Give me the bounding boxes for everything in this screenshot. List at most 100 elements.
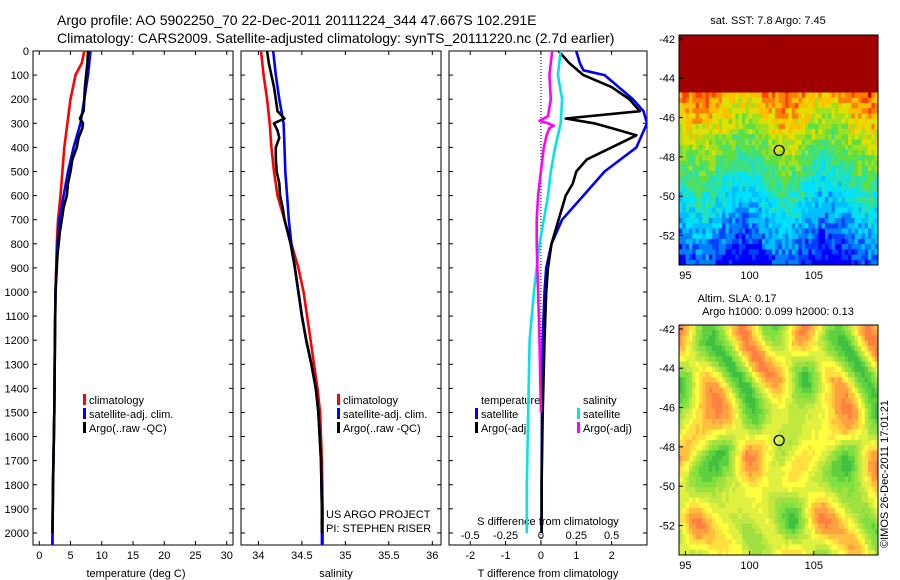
sst-map-cell <box>715 186 720 193</box>
sst-map-cell <box>844 254 849 261</box>
sst-map-cell <box>751 207 756 214</box>
sla-map-cell <box>682 429 687 436</box>
sst-map-cell <box>768 118 773 125</box>
sst-map-cell <box>758 35 763 41</box>
sst-map-cell <box>768 102 773 109</box>
sst-map-cell <box>805 233 809 240</box>
sst-map-cell <box>695 66 700 72</box>
sla-map-cell <box>801 382 806 389</box>
sst-map-cell <box>712 170 716 177</box>
sst-map-cell <box>728 191 733 198</box>
sst-map-cell <box>688 150 693 156</box>
sla-map-cell <box>748 361 753 368</box>
sst-map-cell <box>851 155 856 161</box>
sst-map-cell <box>861 176 866 182</box>
sla-map-cell <box>868 460 872 467</box>
sst-map-cell <box>811 197 816 203</box>
sst-map-cell <box>702 170 706 177</box>
sla-map-cell <box>798 330 803 336</box>
sst-map-cell <box>695 228 700 235</box>
sla-map-cell <box>841 471 846 477</box>
sst-map-cell <box>781 170 786 177</box>
sst-map-cell <box>722 45 726 52</box>
sst-map-cell <box>838 238 842 245</box>
sst-map-cell <box>728 249 733 255</box>
sst-map-cell <box>808 223 813 229</box>
sla-map-cell <box>738 335 743 342</box>
sla-map-cell <box>821 466 826 472</box>
sla-map-cell <box>808 403 813 410</box>
sst-map-cell <box>751 165 756 172</box>
sst-map-cell <box>702 212 706 219</box>
sla-map-cell <box>761 325 766 331</box>
sla-map-cell <box>688 502 693 509</box>
sst-map-cell <box>824 55 829 62</box>
sst-map-cell <box>742 191 746 198</box>
sst-map-cell <box>858 66 862 72</box>
sst-map-cell <box>798 244 803 250</box>
sla-map-cell <box>854 398 859 404</box>
sst-map-cell <box>722 217 726 224</box>
sla-map-cell <box>775 330 779 336</box>
sst-map-cell <box>758 50 763 57</box>
sla-map-cell <box>818 502 823 509</box>
sst-map-cell <box>854 66 859 72</box>
sla-map-cell <box>824 403 829 410</box>
sst-map-cell <box>679 55 683 62</box>
sst-map-cell <box>851 92 856 99</box>
sla-map-cell <box>861 497 866 504</box>
sst-map-cell <box>765 259 769 266</box>
sst-map-cell <box>712 139 716 146</box>
sla-map-cell <box>864 403 869 410</box>
sst-map-cell <box>798 97 803 104</box>
sst-map-cell <box>715 71 720 78</box>
sst-map-cell <box>698 40 703 46</box>
sla-map-cell <box>679 419 683 425</box>
sst-map-cell <box>814 76 819 83</box>
sla-map-cell <box>868 497 872 504</box>
sst-map-cell <box>708 97 713 104</box>
sst-map-cell <box>781 233 786 240</box>
sst-map-cell <box>834 217 839 224</box>
sst-map-cell <box>795 71 799 78</box>
sst-map-cell <box>771 55 776 62</box>
sst-map-cell <box>798 118 803 125</box>
sst-map-cell <box>755 139 759 146</box>
sst-map-cell <box>808 217 813 224</box>
sst-map-cell <box>708 233 713 240</box>
sst-map-cell <box>735 123 740 130</box>
sst-map-cell <box>801 233 806 240</box>
sst-map-cell <box>745 207 750 214</box>
sla-map-cell <box>824 455 829 462</box>
sst-map-cell <box>768 134 773 140</box>
sst-map-cell <box>688 71 693 78</box>
sst-map-cell <box>854 113 859 120</box>
sst-map-cell <box>698 238 703 245</box>
sla-map-cell <box>838 440 842 446</box>
sla-map-cell <box>728 392 733 399</box>
sst-map-cell <box>718 144 723 151</box>
sla-map-cell <box>755 372 759 378</box>
sst-map-cell <box>798 233 803 240</box>
sst-map-cell <box>688 202 693 208</box>
sla-map-cell <box>798 361 803 368</box>
sla-map-cell <box>702 492 706 498</box>
sst-map-cell <box>854 202 859 208</box>
sst-map-cell <box>728 76 733 83</box>
sla-map-cell <box>732 392 736 399</box>
sst-map-cell <box>788 228 793 235</box>
sla-map-cell <box>735 403 740 410</box>
sla-map-cell <box>742 455 746 462</box>
sst-map-cell <box>685 108 690 114</box>
sst-map-cell <box>868 170 872 177</box>
sla-map-cell <box>765 345 769 352</box>
sla-map-cell <box>722 450 726 457</box>
sla-map-cell <box>811 372 816 378</box>
sla-map-cell <box>715 492 720 498</box>
sst-map-cell <box>778 118 783 125</box>
sla-map-cell <box>778 382 783 389</box>
sla-map-cell <box>788 372 793 378</box>
sla-map-cell <box>765 361 769 368</box>
sla-map-cell <box>735 382 740 389</box>
sla-map-cell <box>705 413 710 420</box>
